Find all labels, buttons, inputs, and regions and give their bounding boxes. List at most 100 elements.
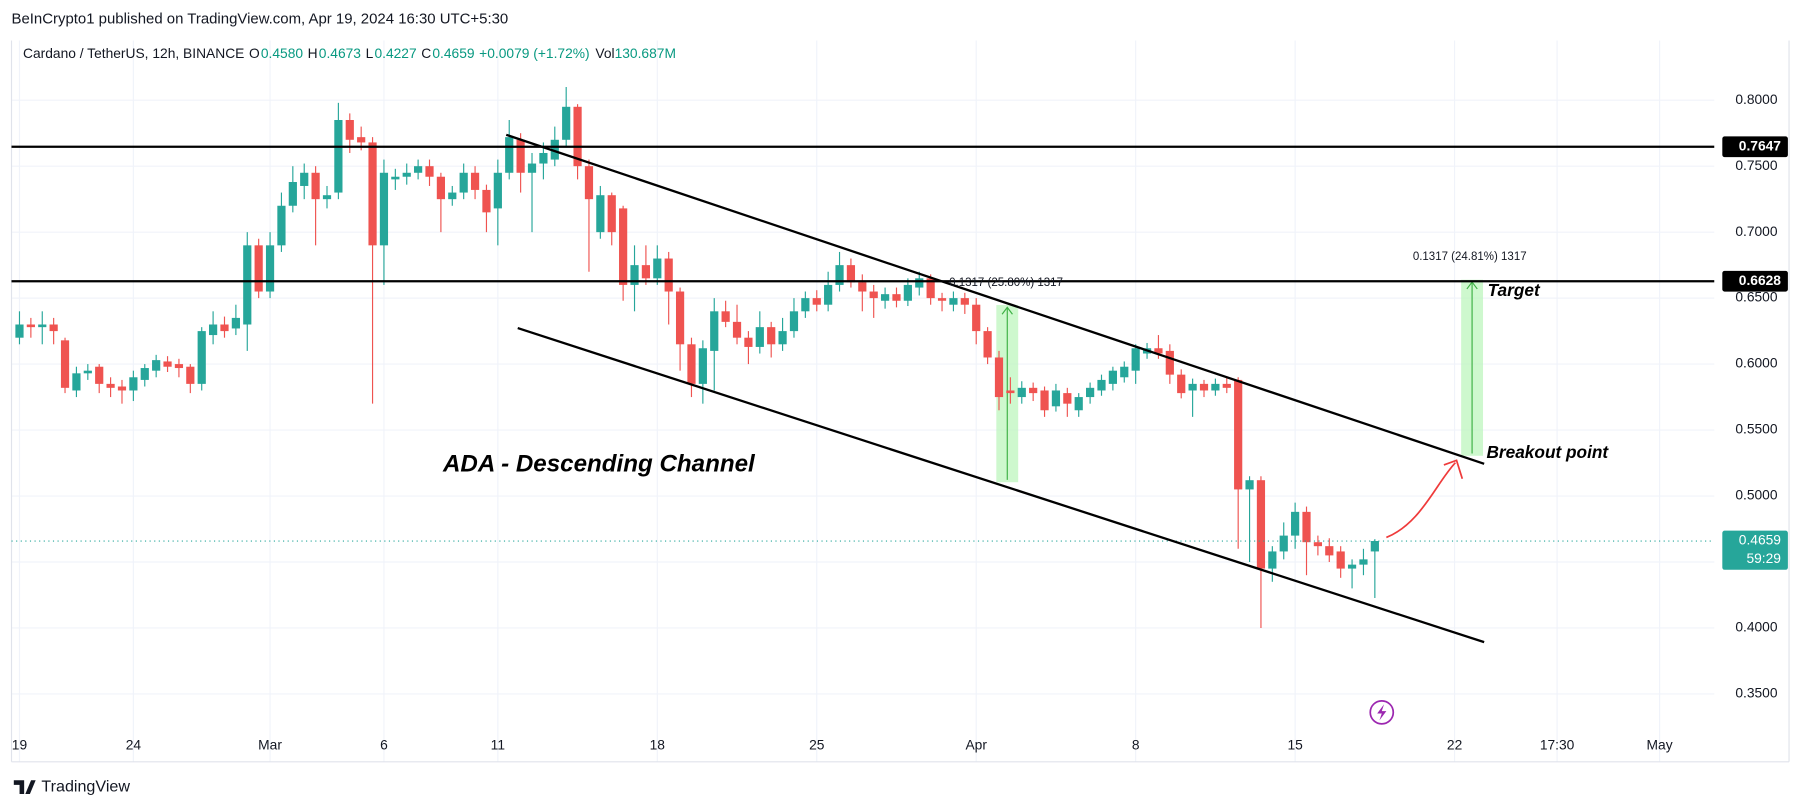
candle-body — [1017, 387, 1026, 398]
legend-item: O — [249, 46, 260, 61]
level-label: 0.7647 — [1739, 138, 1782, 153]
candle-body — [402, 172, 411, 177]
candle-body — [129, 377, 138, 391]
level-label-box — [1722, 270, 1788, 292]
candle-body — [641, 265, 651, 279]
y-tick-label: 0.3500 — [1735, 686, 1778, 701]
candle-body — [824, 284, 833, 305]
legend-item: 0.4659 — [432, 46, 475, 61]
legend-item: +0.0079 (+1.72%) — [479, 46, 589, 61]
candle-body — [983, 331, 992, 358]
x-tick-label: 6 — [380, 737, 388, 752]
pattern-label: ADA - Descending Channel — [442, 450, 756, 477]
candle-body — [265, 245, 275, 292]
candle-body — [243, 245, 252, 325]
candle-body — [755, 327, 764, 347]
candle-body — [767, 327, 776, 345]
event-icon[interactable] — [1369, 699, 1395, 725]
candle-body — [254, 245, 263, 292]
legend-item: H — [308, 46, 318, 61]
last-price-box — [1722, 530, 1788, 570]
measure-label: 0.1317 (25.80%) 1317 — [949, 277, 1063, 289]
candle-body — [368, 142, 377, 246]
candle-body — [470, 172, 480, 190]
candle-body — [209, 324, 218, 336]
y-tick-label: 0.6500 — [1735, 290, 1778, 305]
candle-body — [1256, 480, 1266, 569]
candle-body — [505, 137, 514, 173]
x-tick-label: 17:30 — [1540, 737, 1575, 752]
candle-body — [516, 139, 525, 173]
candle-body — [835, 265, 844, 285]
candle-body — [949, 298, 958, 305]
candle-body — [1279, 535, 1288, 552]
candle-body — [1302, 511, 1311, 543]
candle-body — [698, 348, 707, 384]
candle-body — [846, 265, 856, 283]
x-tick-label: Mar — [258, 737, 282, 752]
candle-body — [1086, 387, 1095, 398]
candle-body — [710, 311, 719, 351]
candle-body — [1359, 559, 1368, 565]
breakout-arrow — [1386, 462, 1457, 539]
candle-body — [1165, 350, 1174, 375]
candle-body — [311, 172, 320, 200]
candle-body — [937, 298, 947, 301]
candle-body — [926, 278, 935, 299]
y-tick-label: 0.7500 — [1735, 158, 1778, 173]
candle-body — [493, 172, 502, 209]
legend-item: Vol — [595, 46, 614, 61]
candle-body — [789, 311, 799, 332]
candle-body — [322, 195, 332, 200]
candle-body — [1222, 383, 1231, 388]
candle-body — [357, 137, 366, 143]
candle-body — [1006, 390, 1015, 394]
x-tick-label: 8 — [1132, 737, 1140, 752]
candle-body — [1074, 397, 1083, 411]
candle-body — [539, 152, 548, 164]
breakout-arrow-head — [1443, 459, 1464, 480]
legend-item: L — [366, 46, 374, 61]
candle-body — [379, 172, 389, 246]
candle-body — [1154, 348, 1163, 354]
x-tick-label: May — [1647, 737, 1673, 752]
legend-item: 0.4227 — [374, 46, 416, 61]
candle-body — [1051, 390, 1061, 407]
countdown: 59:29 — [1746, 551, 1781, 566]
legend-item: Cardano / TetherUS, 12h, BINANCE — [23, 46, 244, 61]
candle-body — [436, 176, 445, 200]
candle-body — [960, 298, 969, 305]
candle-body — [174, 364, 184, 369]
candle-body — [163, 361, 172, 367]
candle-body — [1336, 551, 1345, 569]
candle-body — [687, 344, 696, 384]
candle-body — [220, 324, 229, 332]
y-tick-label: 0.6000 — [1735, 356, 1778, 371]
candle-body — [1370, 541, 1379, 552]
legend-item: C — [421, 46, 431, 61]
y-tick-label: 0.4000 — [1735, 620, 1778, 635]
x-tick-label: 15 — [1287, 737, 1303, 752]
y-tick-label: 0.5500 — [1735, 422, 1778, 437]
candle-body — [653, 258, 662, 279]
candle-body — [915, 278, 924, 288]
candle-body — [72, 373, 81, 391]
candle-body — [1063, 393, 1072, 404]
candle-body — [880, 294, 890, 301]
x-tick-label: 11 — [491, 737, 505, 752]
y-tick-label: 0.7000 — [1735, 224, 1778, 239]
candle-body — [15, 324, 24, 338]
legend-item: 0.4673 — [319, 46, 362, 61]
candle-body — [892, 294, 901, 301]
candle-body — [186, 366, 195, 384]
candle-body — [972, 304, 981, 332]
y-tick-label: 0.8000 — [1735, 92, 1778, 107]
brand-logo — [13, 780, 36, 795]
candle-body — [1325, 546, 1334, 556]
event-icon-bolt — [1377, 704, 1387, 721]
candle-body — [573, 106, 582, 167]
candle-body — [664, 258, 673, 292]
brand: TradingView — [41, 777, 130, 795]
candle-body — [391, 176, 400, 180]
grid — [11, 40, 1715, 762]
